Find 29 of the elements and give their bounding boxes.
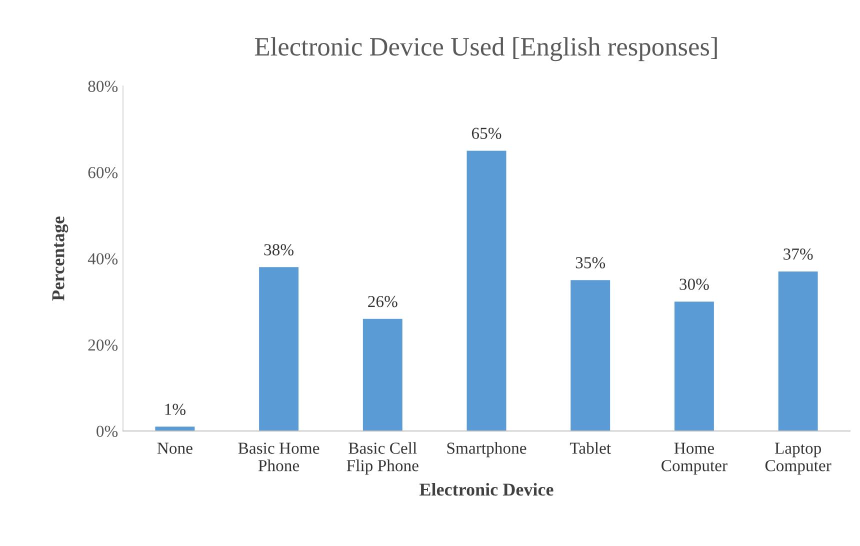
y-tick-label: 40% — [88, 253, 118, 264]
x-tick-label: Tablet — [570, 442, 611, 454]
x-tick-label: Smartphone — [447, 442, 526, 458]
chart-title: Electronic Device Used [English responses] — [254, 37, 717, 62]
x-tick-label: Laptop Computer — [765, 442, 832, 475]
bar — [570, 280, 610, 431]
x-tick-label: None — [157, 442, 192, 454]
data-label: 1% — [165, 404, 186, 416]
bar — [674, 302, 714, 431]
x-axis-title: Electronic Device — [420, 482, 554, 496]
bar — [466, 150, 506, 431]
y-tick-label: 20% — [88, 339, 118, 351]
data-label: 30% — [680, 278, 709, 290]
data-label: 26% — [368, 296, 398, 308]
data-label: 38% — [264, 244, 294, 256]
bar — [155, 426, 195, 431]
x-tick-label: Basic Cell Flip Phone — [346, 442, 418, 475]
bar — [778, 271, 818, 431]
bar — [362, 318, 402, 431]
y-axis-title: Percentage — [52, 216, 68, 301]
y-tick-label: 80% — [88, 80, 118, 92]
bar — [259, 267, 299, 431]
data-label: 35% — [576, 257, 606, 268]
y-tick-label: 0% — [96, 426, 118, 437]
x-tick-label: Basic Home Phone — [238, 442, 320, 472]
data-label: 65% — [472, 128, 502, 140]
x-tick-label: Home Computer — [662, 442, 728, 475]
data-label: 37% — [784, 248, 813, 260]
y-tick-label: 60% — [88, 166, 118, 178]
